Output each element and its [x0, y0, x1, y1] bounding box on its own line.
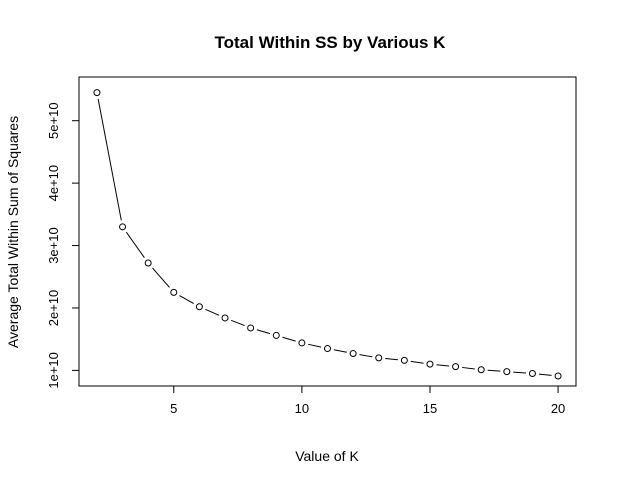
data-point	[93, 89, 101, 97]
series-line-segment	[230, 319, 245, 327]
x-tick-label: 10	[295, 401, 309, 416]
series-line-segment	[538, 373, 552, 376]
series-layer	[93, 89, 562, 380]
data-point	[528, 370, 536, 378]
y-tick-label: 3e+10	[46, 227, 61, 264]
plot-frame	[78, 76, 577, 387]
x-tick-label: 5	[170, 401, 177, 416]
series-line-segment	[385, 358, 398, 361]
series-line-segment	[359, 354, 373, 358]
y-tick-label: 5e+10	[46, 102, 61, 139]
series-line-segment	[513, 371, 527, 374]
series-line-segment	[256, 329, 271, 335]
series-line-segment	[152, 267, 170, 288]
data-point	[426, 360, 434, 368]
y-tick-label: 4e+10	[46, 165, 61, 202]
series-line-segment	[487, 369, 501, 372]
data-point	[452, 363, 460, 371]
y-axis-label: Average Total Within Sum of Squares	[5, 116, 21, 348]
x-tick-label: 15	[423, 401, 437, 416]
series-line-segment	[125, 231, 145, 259]
data-point	[554, 372, 562, 380]
y-tick-label: 1e+10	[46, 352, 61, 389]
y-tick-label: 2e+10	[46, 290, 61, 327]
data-point	[400, 356, 408, 364]
series-line-segment	[97, 98, 122, 221]
data-point	[195, 303, 203, 311]
x-tick-label: 20	[551, 401, 565, 416]
data-point	[119, 223, 127, 231]
x-axis-label: Value of K	[295, 448, 359, 464]
data-point	[272, 331, 280, 339]
data-point	[477, 366, 485, 374]
data-point	[247, 324, 255, 332]
chart-title: Total Within SS by Various K	[215, 33, 447, 52]
series-line-segment	[410, 360, 424, 364]
data-point	[170, 288, 178, 296]
data-point	[221, 314, 229, 322]
series-line-segment	[436, 364, 450, 367]
series-line-segment	[282, 336, 296, 342]
series-line-segment	[179, 295, 194, 304]
x-axis: 5 10 15 20	[170, 385, 565, 416]
series-line-segment	[461, 366, 475, 370]
data-point	[349, 350, 357, 358]
data-point	[298, 339, 306, 347]
data-point	[324, 345, 331, 353]
series-line-segment	[308, 343, 322, 348]
series-line-segment	[205, 308, 220, 316]
data-point	[375, 354, 383, 362]
data-point	[503, 368, 511, 376]
data-point	[144, 259, 152, 267]
y-axis: 1e+10 2e+10 3e+10 4e+10 5e+10	[46, 102, 80, 389]
series-line-segment	[333, 349, 347, 353]
